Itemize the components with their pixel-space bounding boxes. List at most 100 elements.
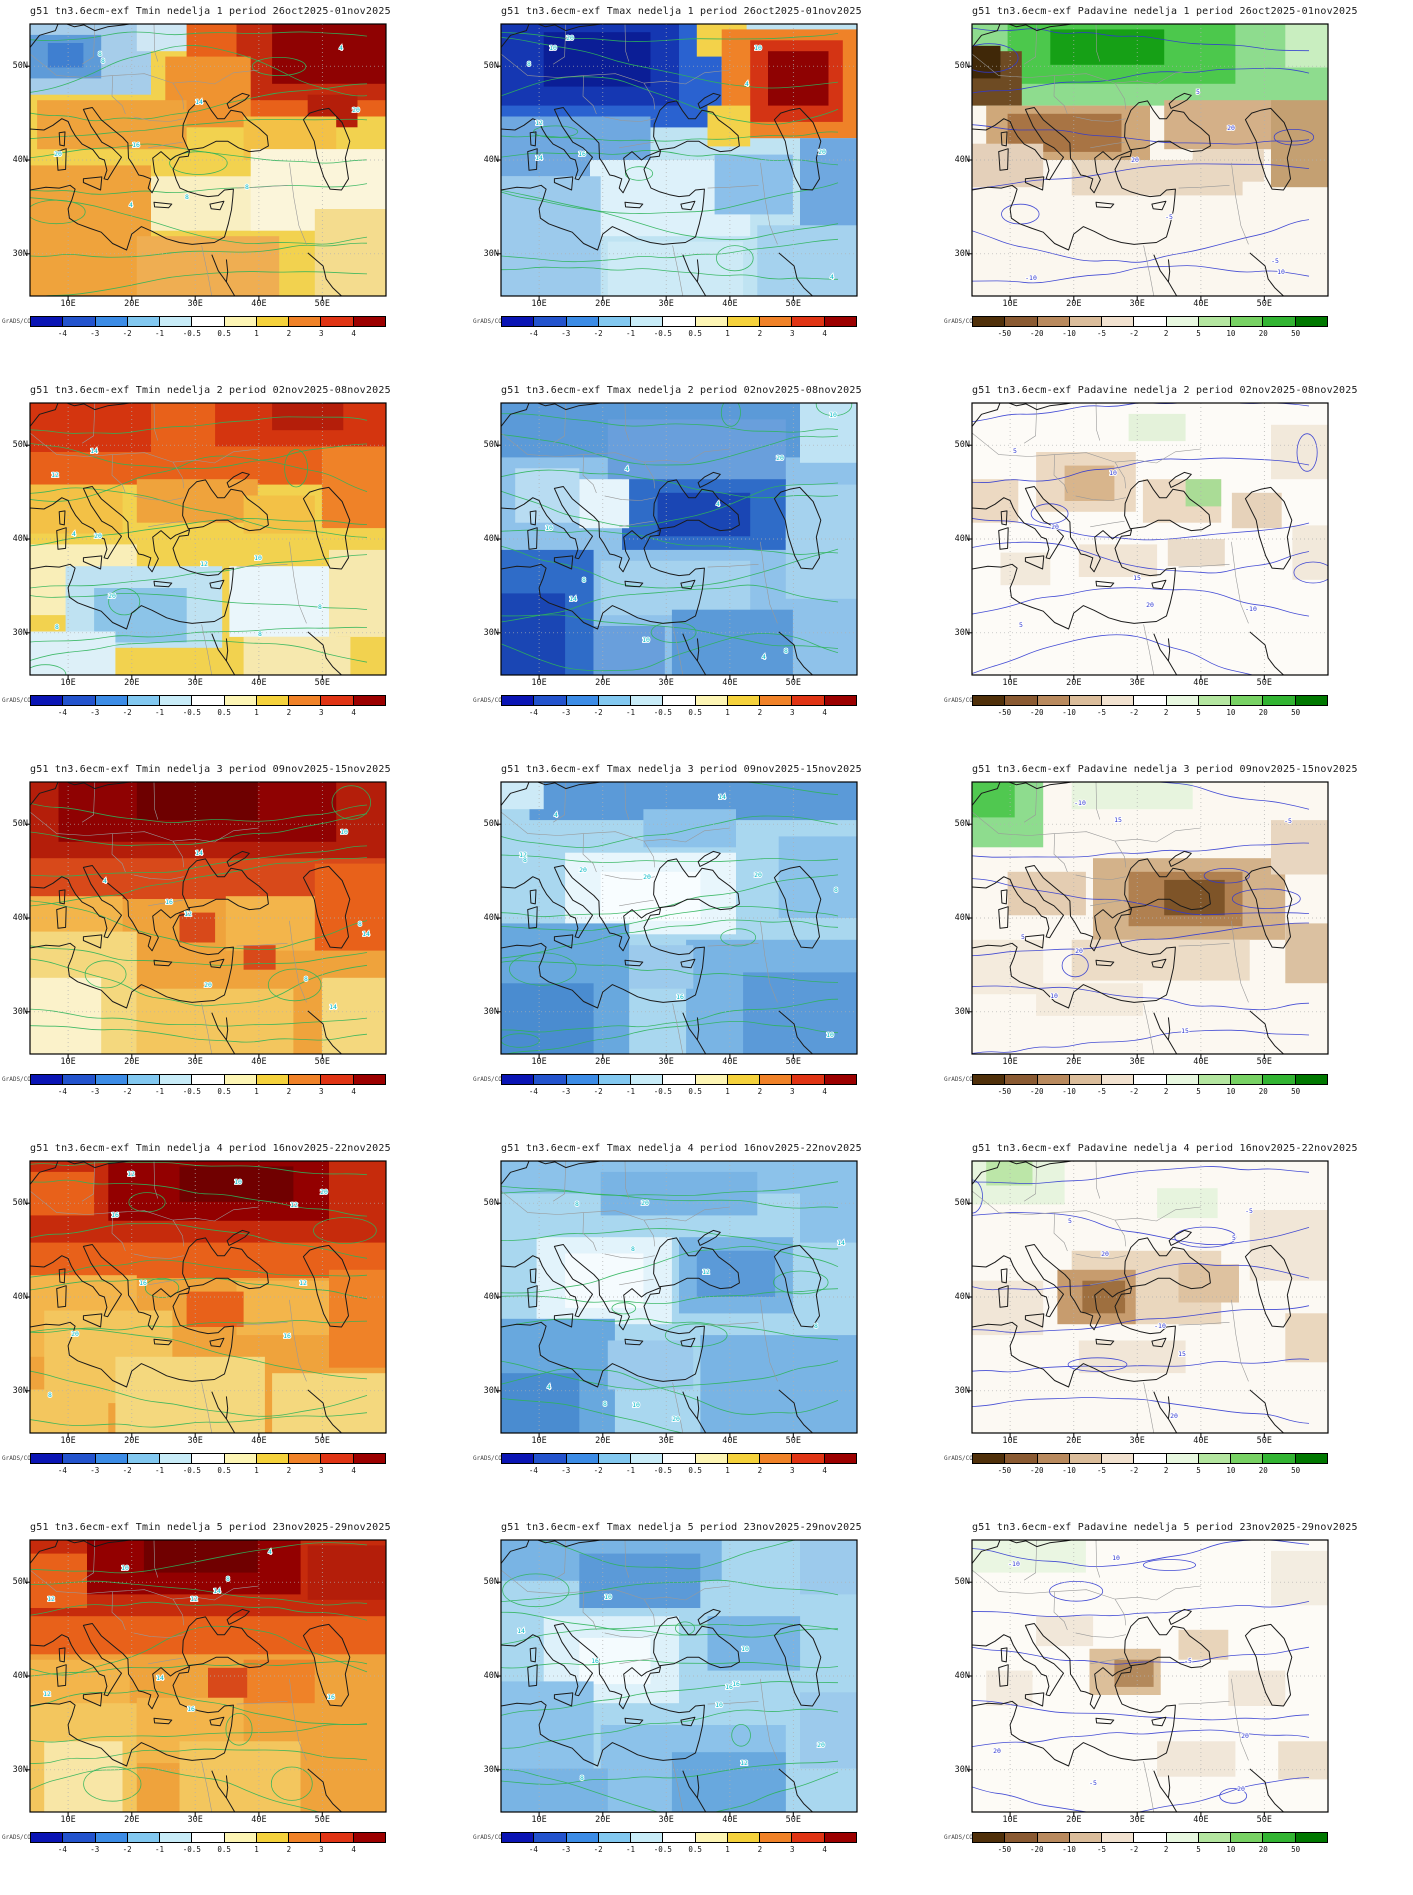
colorbar-segment [1005,696,1038,705]
graticule [972,782,1328,1054]
svg-text:4: 4 [103,877,107,885]
colorbar-segment [663,317,696,326]
lon-tick-label: 20E [124,1057,140,1067]
colorbar-segment [321,696,354,705]
svg-text:12: 12 [127,1170,135,1178]
panel-title: g51 tn3.6ecm-exf Tmin nedelja 3 period 0… [30,764,391,775]
colorbar-tick-label: -4 [57,708,67,717]
svg-text:4: 4 [72,530,76,538]
lon-tick-label: 40E [251,299,267,309]
colorbar-segment [224,1075,257,1084]
lon-tick-label: 30E [1129,1436,1145,1446]
svg-text:12: 12 [200,560,208,568]
map-border [29,1539,387,1813]
colorbar-tick-label: 2 [757,1087,763,1096]
anomaly-field [972,413,1328,586]
grads-credit: GrADS/COLA [944,1455,981,1462]
svg-text:8: 8 [631,1245,635,1253]
svg-text:20: 20 [1146,601,1154,609]
svg-text:16: 16 [578,150,586,158]
country-borders [972,1161,1249,1433]
colorbar-tick-label: -50 [997,329,1012,338]
svg-text:10: 10 [121,1564,129,1572]
colorbar-segment [502,1833,535,1842]
lon-tick-label: 40E [722,299,738,309]
colorbar-tick-label: -20 [1029,708,1044,717]
colorbar-tick-label: -2 [122,1466,132,1475]
colorbar [501,695,857,706]
lat-tick-label: 30N [483,1385,499,1396]
contour-labels: 10 14 8 16 4 4 10 20 20 12 [526,33,835,282]
colorbar-segment [63,696,96,705]
colorbar-segment [824,317,856,326]
lat-tick-label: 50N [12,1198,28,1209]
svg-text:10: 10 [715,1701,723,1709]
svg-text:14: 14 [362,930,370,938]
colorbar-tick-label: 4 [351,1845,356,1854]
colorbar-segment [566,696,599,705]
lon-tick-label: 40E [1193,1815,1209,1825]
colorbar-tick-label: 10 [1226,329,1236,338]
map-canvas: 10 8 20 14 16 10 12 16 10 16 [496,1539,858,1817]
lon-tick-label: 20E [124,678,140,688]
svg-text:-5: -5 [1245,1207,1253,1215]
colorbar-tick-label: -0.5 [653,708,672,717]
colorbar-tick-label: 2 [1163,1466,1169,1475]
map-svg: 8 20 8 12 10 20 14 8 4 12 [25,402,387,680]
colorbar-tick-label: -4 [528,1466,538,1475]
colorbar-segment [256,317,290,326]
map-border [971,402,1329,676]
colorbar-segment [321,1075,354,1084]
lon-tick-label: 50E [314,1057,330,1067]
colorbar-segment [598,696,632,705]
colorbar-tick-label: -1 [154,329,164,338]
contour-labels: -5 -10 20 20 -5 10 20 [992,1553,1250,1794]
contour-labels: 5 15 5 20 20 -10 10 [1012,446,1258,630]
graticule [501,1161,857,1433]
contour-lines [501,1540,839,1812]
colorbar-tick-label: -20 [1029,329,1044,338]
lat-tick-label: 50N [483,819,499,830]
axis-ticks [496,1202,794,1438]
svg-text:15: 15 [1178,1350,1186,1358]
colorbar-tick-label: -1 [625,329,635,338]
colorbar-segment [1037,1075,1070,1084]
colorbar-tick-label: -3 [561,1845,571,1854]
colorbar-tick-label: -3 [561,1466,571,1475]
graticule [972,1161,1328,1433]
lon-tick-label: 50E [1256,1057,1272,1067]
map-border [971,23,1329,297]
svg-text:-5: -5 [1271,257,1279,265]
colorbar-segment [289,1075,322,1084]
country-borders [30,403,307,675]
colorbar-segment [1231,1075,1264,1084]
coastline [972,24,1293,296]
lon-tick-label: 30E [187,1057,203,1067]
colorbar-tick-label: -2 [593,1087,603,1096]
colorbar-tick-label: -5 [1096,1466,1106,1475]
colorbar-segment [973,1833,1006,1842]
lon-tick-label: 20E [595,1815,611,1825]
lat-tick-label: 40N [954,534,970,544]
svg-text:10: 10 [1109,469,1117,477]
svg-text:8: 8 [48,1391,52,1399]
colorbar-tick-label: -1 [625,1087,635,1096]
lat-tick-label: 30N [954,627,970,638]
colorbar-tick-label: 0.5 [217,1845,231,1854]
svg-text:8: 8 [318,603,322,611]
lat-tick-label: 30N [954,1006,970,1017]
contour-lines [972,782,1310,1054]
lat-tick-label: 50N [12,819,28,830]
colorbar-segment [31,317,64,326]
lon-tick-label: 30E [1129,1815,1145,1825]
coastline [30,1161,351,1433]
colorbar-tick-label: 4 [822,1466,827,1475]
svg-text:10: 10 [254,554,262,562]
lat-tick-label: 30N [483,248,499,259]
colorbar-tick-label: -10 [1062,708,1076,717]
map-canvas: 12 8 10 20 20 8 14 16 4 20 [496,781,858,1059]
panel-title: g51 tn3.6ecm-exf Padavine nedelja 1 peri… [972,6,1358,17]
svg-text:20: 20 [817,1741,825,1749]
map-svg: -5 -10 20 20 -5 10 20 [967,1539,1329,1817]
lon-tick-label: 40E [1193,1057,1209,1067]
